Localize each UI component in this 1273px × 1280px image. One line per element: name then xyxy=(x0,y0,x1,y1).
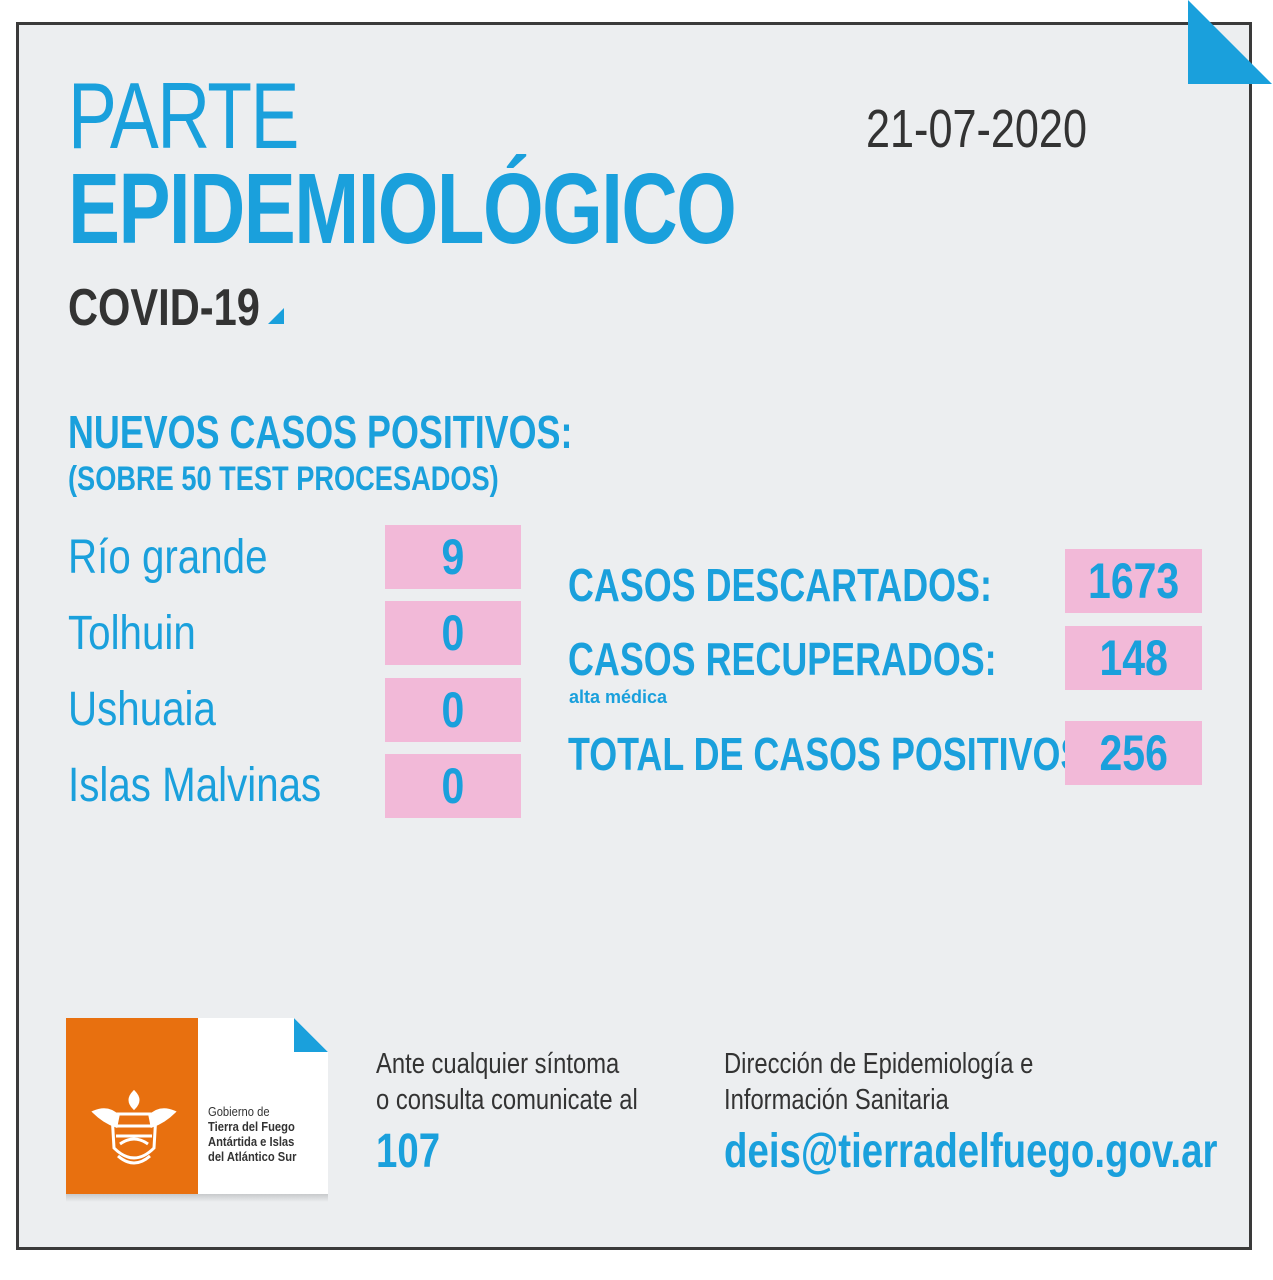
city-label-islas-malvinas: Islas Malvinas xyxy=(68,759,322,812)
new-cases-title: NUEVOS CASOS POSITIVOS: xyxy=(68,406,573,458)
report-date: 21-07-2020 xyxy=(866,99,1087,159)
phone-instructions-line1: Ante cualquier síntoma xyxy=(376,1048,620,1080)
total-positivos-value: 256 xyxy=(1065,721,1202,785)
city-value-tolhuin: 0 xyxy=(385,601,521,665)
logo-fold-icon xyxy=(294,1018,328,1052)
logo-caption-line3: Antártida e Islas xyxy=(208,1134,295,1149)
logo-caption: Gobierno de Tierra del Fuego Antártida e… xyxy=(208,1104,296,1164)
descartados-label: CASOS DESCARTADOS: xyxy=(568,559,992,611)
contact-email: deis@tierradelfuego.gov.ar xyxy=(724,1125,1218,1178)
recuperados-note: alta médica xyxy=(569,687,668,707)
descartados-value: 1673 xyxy=(1065,549,1202,613)
city-label-ushuaia: Ushuaia xyxy=(68,683,216,736)
new-cases-subtitle: (SOBRE 50 TEST PROCESADOS) xyxy=(68,460,499,498)
logo-caption-line2: Tierra del Fuego xyxy=(208,1119,295,1134)
department-name-line2: Información Sanitaria xyxy=(724,1084,949,1116)
government-logo xyxy=(66,1018,328,1202)
phone-number: 107 xyxy=(376,1125,441,1178)
title-line2: EPIDEMIOLÓGICO xyxy=(68,153,737,265)
corner-fold-icon xyxy=(1188,0,1272,84)
recuperados-value: 148 xyxy=(1065,626,1202,690)
phone-instructions: Ante cualquier síntoma o consulta comuni… xyxy=(376,1046,638,1118)
city-label-rio-grande: Río grande xyxy=(68,531,268,584)
phone-instructions-line2: o consulta comunicate al xyxy=(376,1084,638,1116)
logo-caption-line4: del Atlántico Sur xyxy=(208,1149,297,1164)
city-value-islas-malvinas: 0 xyxy=(385,754,521,818)
title-line1: PARTE xyxy=(68,63,299,168)
total-positivos-label: TOTAL DE CASOS POSITIVOS xyxy=(568,728,1085,780)
department-name: Dirección de Epidemiología e Información… xyxy=(724,1046,1033,1118)
covid-label: COVID-19 xyxy=(68,279,260,337)
logo-caption-line1: Gobierno de xyxy=(208,1104,270,1119)
province-emblem-icon xyxy=(91,1089,177,1165)
triangle-mark-icon xyxy=(268,308,284,324)
city-label-tolhuin: Tolhuin xyxy=(68,607,196,660)
department-name-line1: Dirección de Epidemiología e xyxy=(724,1048,1034,1080)
recuperados-label: CASOS RECUPERADOS: xyxy=(568,633,997,685)
city-value-rio-grande: 9 xyxy=(385,525,521,589)
city-value-ushuaia: 0 xyxy=(385,678,521,742)
